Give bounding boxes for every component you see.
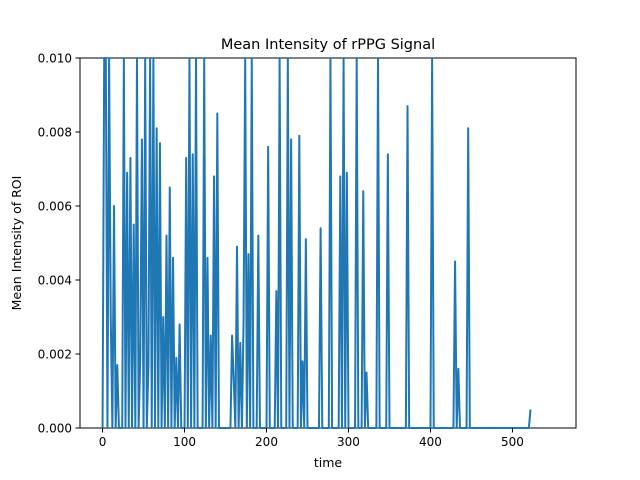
x-tick-label: 400	[419, 435, 442, 449]
y-axis-ticks: 0.000 0.002 0.004 0.006 0.008 0.010	[38, 51, 80, 435]
x-axis-ticks: 0 100 200 300 400 500	[99, 428, 524, 449]
series-line-0	[101, 57, 532, 429]
x-tick-label: 500	[501, 435, 524, 449]
x-tick-label: 0	[99, 435, 107, 449]
x-tick-label: 300	[337, 435, 360, 449]
x-axis-label: time	[314, 455, 343, 470]
y-tick-label: 0.010	[38, 51, 72, 65]
y-tick-label: 0.002	[38, 347, 72, 361]
y-tick-label: 0.000	[38, 421, 72, 435]
series-group	[101, 57, 532, 429]
x-tick-label: 200	[255, 435, 278, 449]
y-tick-label: 0.006	[38, 199, 72, 213]
y-axis-label: Mean Intensity of ROI	[9, 176, 24, 311]
y-tick-label: 0.004	[38, 273, 72, 287]
y-tick-label: 0.008	[38, 125, 72, 139]
chart-title: Mean Intensity of rPPG Signal	[221, 37, 435, 53]
x-tick-label: 100	[173, 435, 196, 449]
